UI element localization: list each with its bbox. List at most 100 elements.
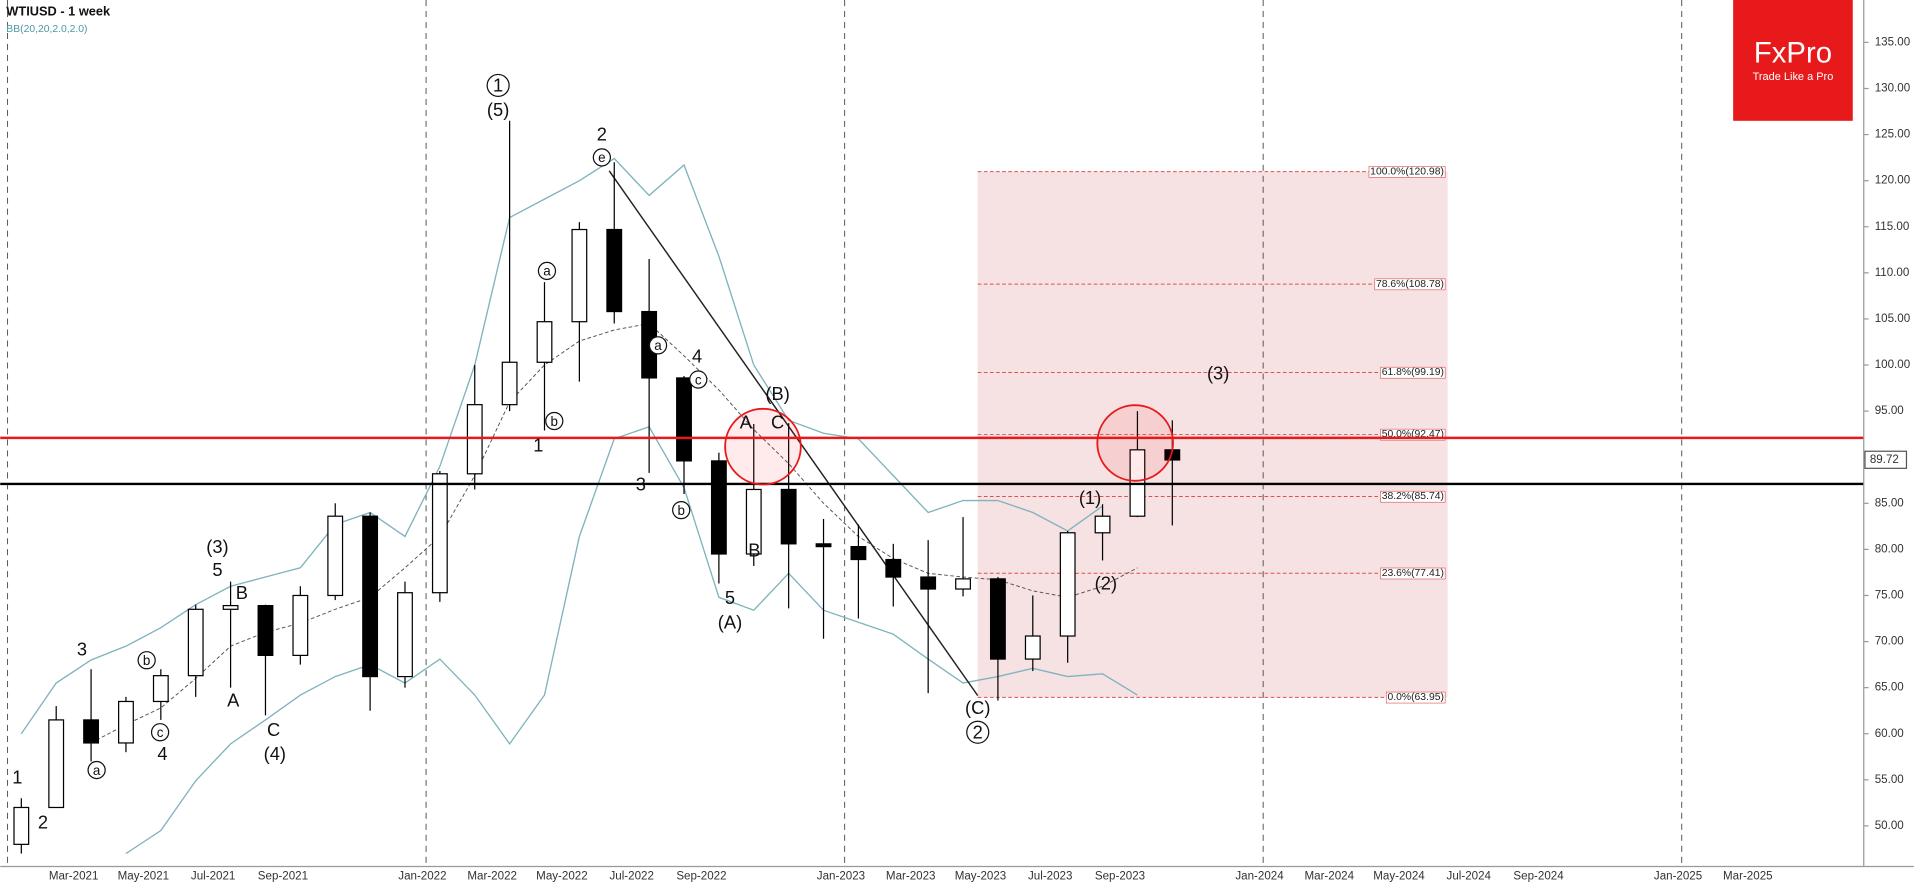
wave-label: c — [157, 725, 164, 740]
y-tick-label: 100.00 — [1875, 359, 1910, 371]
candle-body — [83, 719, 100, 744]
wave-label: 3 — [636, 474, 646, 495]
candle-body — [13, 806, 30, 845]
wave-label: (2) — [1095, 572, 1117, 593]
fib-label-bg — [1380, 366, 1446, 379]
candle-body — [920, 576, 937, 590]
fib-label: 38.2%(85.74) — [1382, 491, 1444, 502]
wave-label: 4 — [692, 345, 702, 366]
candle-body — [989, 578, 1006, 660]
logo: FxPro — [1754, 37, 1832, 70]
wave-circle — [537, 261, 557, 281]
candle-body — [327, 515, 344, 597]
wave-label: 1 — [12, 766, 22, 787]
x-tick-label: Jul-2023 — [1028, 870, 1072, 882]
x-tick-label: Mar-2023 — [886, 870, 936, 882]
y-tick-label: 130.00 — [1875, 83, 1910, 95]
candle-body — [1024, 635, 1041, 660]
y-tick-label: 135.00 — [1875, 36, 1910, 48]
wave-label: b — [551, 414, 558, 429]
highlight-circle — [724, 407, 802, 486]
candle-body — [257, 604, 274, 656]
candle-body — [536, 321, 553, 363]
candle-body — [292, 594, 309, 656]
y-tick-label: 115.00 — [1875, 221, 1910, 233]
x-tick-label: Mar-2024 — [1304, 870, 1354, 882]
y-tick-label: 50.00 — [1875, 820, 1904, 832]
y-tick-label: 55.00 — [1875, 774, 1904, 786]
fib-label: 61.8%(99.19) — [1382, 367, 1444, 378]
candle-body — [152, 675, 169, 703]
wave-label: (C) — [965, 697, 990, 718]
wave-label: b — [143, 653, 150, 668]
wave-label: a — [654, 338, 662, 353]
wave-circle — [648, 336, 668, 355]
wave-circle — [137, 651, 156, 670]
wave-label: (A) — [718, 611, 742, 632]
candle-body — [676, 377, 692, 462]
x-tick-label: Sep-2022 — [676, 870, 726, 882]
x-tick-label: Sep-2024 — [1513, 870, 1564, 882]
x-tick-label: May-2023 — [955, 870, 1007, 882]
fib-label: 23.6%(77.41) — [1382, 568, 1444, 579]
wave-label: (B) — [765, 383, 789, 404]
x-tick-label: Sep-2023 — [1095, 870, 1145, 882]
x-tick-label: Mar-2021 — [49, 870, 99, 882]
candle-body — [745, 488, 762, 555]
candle-body — [606, 228, 623, 313]
x-tick-label: Jan-2023 — [817, 870, 865, 882]
wave-label: B — [236, 582, 248, 603]
wave-circle — [966, 720, 990, 744]
levels — [0, 436, 1864, 486]
fib-label-bg — [1380, 428, 1446, 441]
wave-label: e — [598, 150, 605, 165]
wave-label: B — [748, 539, 760, 560]
wave-label: 2 — [38, 812, 48, 833]
wave-label: 2 — [973, 721, 983, 742]
x-tick-label: Jul-2021 — [191, 870, 235, 882]
last-price-label: 89.72 — [1870, 454, 1899, 466]
wave-label: (3) — [206, 536, 228, 557]
fibonacci-zone: 100.0%(120.98) 78.6%(108.78) 61.8%(99.19) 5… — [977, 166, 1448, 704]
wave-label: 1 — [493, 74, 503, 95]
fib-label-bg — [1380, 567, 1446, 580]
x-tick-label: Jul-2022 — [609, 870, 653, 882]
wave-label: A — [740, 411, 753, 432]
y-tick-label: 70.00 — [1875, 636, 1904, 648]
y-tick-label: 60.00 — [1875, 728, 1904, 740]
fib-label: 0.0%(63.95) — [1387, 692, 1443, 703]
y-tick-label: 120.00 — [1875, 175, 1910, 187]
candle-body — [222, 604, 239, 610]
axis-labels: 50.00 55.00 60.00 65.00 70.00 75.00 80.00 85.00… — [49, 36, 1910, 882]
wave-circle — [689, 370, 708, 389]
trend-line — [608, 170, 979, 697]
fib-label-bg — [1368, 166, 1446, 178]
x-tick-label: Jan-2024 — [1235, 870, 1284, 882]
wave-label: 5 — [212, 559, 222, 580]
wave-label: (5) — [487, 99, 509, 120]
y-tick-label: 75.00 — [1875, 590, 1904, 602]
candle-body — [850, 546, 867, 561]
highlight-circle — [1096, 404, 1174, 482]
x-tick-label: Sep-2021 — [258, 870, 308, 882]
logo-box — [1733, 0, 1853, 121]
candle-body — [501, 361, 518, 406]
candle-body — [1059, 532, 1076, 637]
x-tick-label: May-2021 — [118, 870, 169, 882]
candle-body — [431, 473, 448, 594]
candle-body — [466, 404, 483, 475]
wave-circle — [87, 760, 106, 780]
candle-body — [1094, 515, 1111, 534]
y-tick-label: 105.00 — [1875, 313, 1910, 325]
x-tick-label: May-2024 — [1373, 870, 1425, 882]
x-tick-label: Mar-2022 — [467, 870, 517, 882]
candle-body — [885, 558, 902, 578]
fib-label-bg — [1374, 278, 1446, 291]
wave-label: (1) — [1079, 487, 1101, 508]
indicator-label: BB(20,20,2.0,2.0) — [6, 24, 87, 35]
y-tick-label: 80.00 — [1875, 543, 1904, 555]
wave-label: a — [93, 763, 101, 778]
x-tick-label: May-2022 — [536, 870, 588, 882]
candle-body — [187, 608, 204, 677]
